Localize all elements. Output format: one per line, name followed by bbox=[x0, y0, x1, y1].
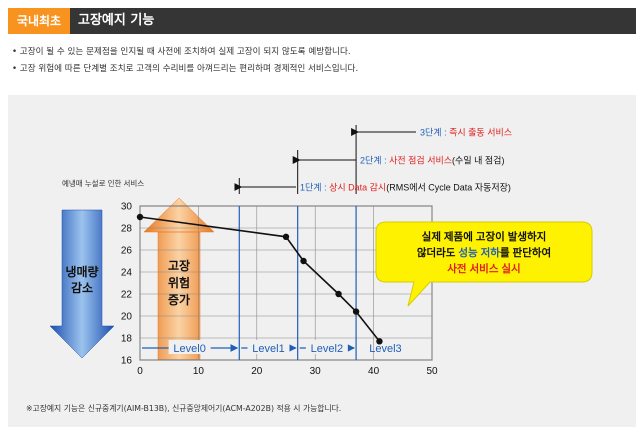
x-tick-label: 10 bbox=[193, 366, 205, 377]
y-tick-label: 28 bbox=[121, 224, 133, 235]
plot-area: 16 18 20 22 24 26 28 30 0 10 20 30 40 50 예냉매 누설로 인한 서비… bbox=[62, 125, 512, 377]
x-tick-label: 50 bbox=[426, 366, 438, 377]
level-label-bg bbox=[168, 340, 211, 354]
data-point bbox=[136, 213, 144, 221]
level-label: Level0 bbox=[173, 343, 205, 355]
title-bar: 국내최초 고장예지 기능 bbox=[8, 8, 636, 34]
description-item: • 고장이 될 수 있는 문제점을 인지될 때 사전에 조치하여 실제 고장이 … bbox=[12, 47, 351, 57]
level-label: Level3 bbox=[369, 343, 401, 355]
data-point bbox=[300, 257, 307, 265]
callout-line-1: 실제 제품에 고장이 발생하지 bbox=[422, 230, 547, 243]
stage-label: 1단계 : 상시 Data 감시(RMS에서 Cycle Data 자동저장) bbox=[300, 182, 511, 193]
y-tick-label: 30 bbox=[121, 202, 133, 213]
first-in-korea-badge: 국내최초 bbox=[8, 8, 70, 34]
page-title: 고장예지 기능 bbox=[78, 13, 155, 28]
callout-line-3: 사전 서비스 실시 bbox=[447, 262, 520, 275]
footnote: ※고장예지 기능은 신규중계기(AIM-B13B), 신규중앙제어기(ACM-A… bbox=[26, 404, 342, 413]
data-point bbox=[282, 233, 290, 240]
level-label: Level1 bbox=[252, 343, 284, 355]
callout-bubble bbox=[375, 221, 593, 307]
data-line bbox=[139, 216, 381, 342]
data-point bbox=[376, 338, 383, 345]
x-tick-label: 20 bbox=[251, 366, 263, 377]
x-tick-label: 40 bbox=[368, 366, 380, 377]
description-list: • 고장이 될 수 있는 문제점을 인지될 때 사전에 조치하여 실제 고장이 … bbox=[12, 44, 358, 78]
stage-label: 3단계 : 즉시 출동 서비스 bbox=[420, 127, 512, 138]
failure-risk-increase-label: 고장 위험 증가 bbox=[168, 259, 190, 307]
y-tick-label: 16 bbox=[121, 356, 133, 367]
x-tick-label: 30 bbox=[310, 366, 322, 377]
callout-line-2: 않더라도 성능 저하를 판단하여 bbox=[417, 246, 551, 259]
level-label-bg bbox=[305, 340, 348, 354]
y-tick-label: 26 bbox=[121, 246, 133, 257]
x-tick-label: 0 bbox=[137, 366, 143, 377]
y-tick-label: 24 bbox=[121, 268, 133, 279]
y-tick-label: 20 bbox=[121, 312, 133, 323]
stage-label: 2단계 : 사전 점검 서비스(수일 내 점검) bbox=[360, 155, 504, 166]
level-label-bg bbox=[247, 340, 290, 354]
description-item: • 고장 위험에 따른 단계별 조치로 고객의 수리비를 아껴드리는 편리하며 … bbox=[12, 64, 359, 74]
y-tick-label: 18 bbox=[121, 334, 133, 345]
chart-title: 예냉매 누설로 인한 서비스 bbox=[62, 178, 144, 188]
level-label: Level2 bbox=[311, 343, 343, 355]
data-point bbox=[335, 290, 342, 298]
data-point bbox=[352, 308, 360, 315]
refrigerant-decrease-label: 냉매량 감소 bbox=[65, 264, 98, 295]
y-tick-label: 22 bbox=[121, 290, 133, 301]
refrigerant-decrease-arrow bbox=[49, 209, 115, 359]
